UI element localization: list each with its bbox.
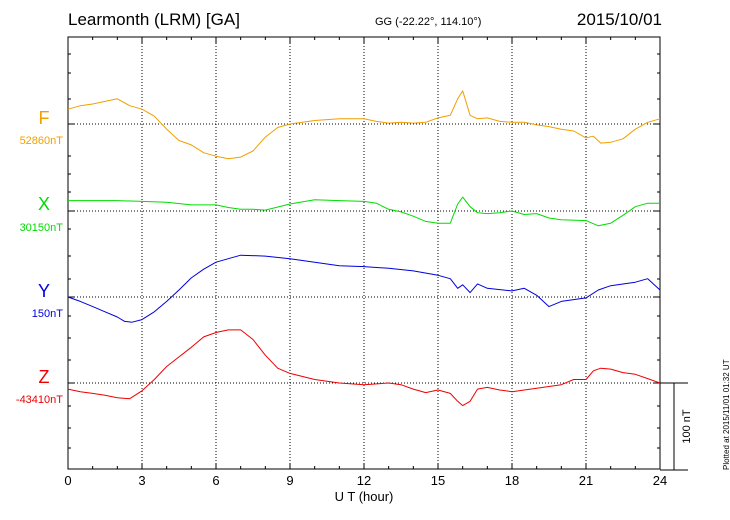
plot-date: 2015/10/01 — [576, 10, 662, 29]
baseline-value-X: 30150nT — [20, 222, 64, 234]
trace-labels: F 52860nT X 30150nT Y 150nT Z -43410nT — [16, 108, 63, 406]
x-axis-label: U T (hour) — [335, 489, 394, 504]
station-coordinates: GG (-22.22°, 114.10°) — [375, 16, 482, 28]
x-tick-label: 3 — [138, 473, 145, 488]
trace-F — [67, 90, 661, 160]
scale-bar: 100 nT — [660, 382, 693, 471]
trace-X — [68, 196, 660, 227]
x-tick-label: 15 — [431, 473, 445, 488]
baseline-value-Z: -43410nT — [16, 394, 63, 406]
x-tick-label: 18 — [505, 473, 519, 488]
x-tick-label: 9 — [286, 473, 293, 488]
component-label-Z: Z — [39, 367, 50, 387]
traces — [67, 90, 661, 407]
component-label-Y: Y — [38, 281, 50, 301]
component-label-F: F — [39, 108, 50, 128]
plot-grid — [68, 37, 660, 469]
baseline-value-Y: 150nT — [32, 308, 63, 320]
trace-Z — [67, 329, 661, 407]
x-tick-label: 0 — [64, 473, 71, 488]
component-label-X: X — [38, 194, 50, 214]
scale-bar-label: 100 nT — [681, 409, 693, 444]
x-tick-label: 6 — [212, 473, 219, 488]
x-tick-label: 24 — [653, 473, 667, 488]
axis-ticks: 0 3 6 9 12 15 18 21 24 — [64, 37, 667, 488]
trace-Y — [67, 254, 661, 323]
baseline-value-F: 52860nT — [20, 135, 64, 147]
x-tick-label: 12 — [357, 473, 371, 488]
station-title: Learmonth (LRM) [GA] — [68, 10, 240, 29]
x-tick-label: 21 — [579, 473, 593, 488]
